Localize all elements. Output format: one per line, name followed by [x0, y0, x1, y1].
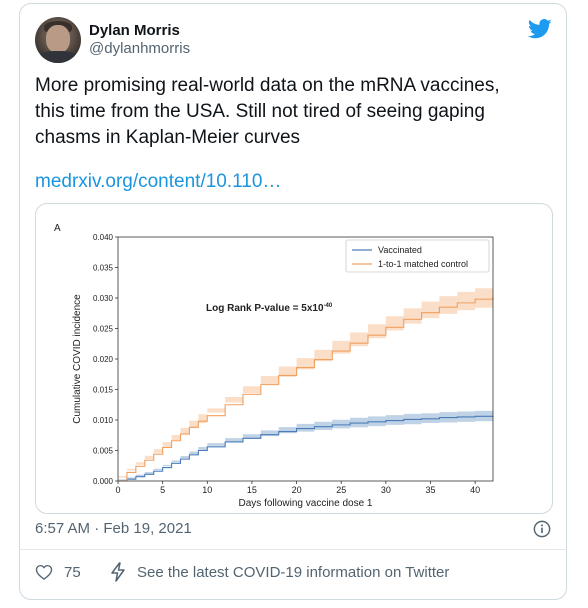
x-tick-label: 40	[470, 485, 480, 495]
x-tick-label: 5	[160, 485, 165, 495]
y-tick-label: 0.025	[93, 325, 114, 334]
y-axis-label: Cumulative COVID incidence	[72, 294, 83, 424]
x-axis-label: Days following vaccine dose 1	[239, 498, 373, 509]
kaplan-meier-chart: 0 5 10 15 20 25 30 35 40 0.000 0.005 0.010 0.015 0.02…	[54, 223, 494, 509]
info-circle-icon[interactable]	[533, 520, 551, 538]
x-tick-label: 30	[381, 485, 391, 495]
y-tick-label: 0.035	[93, 264, 114, 273]
y-tick-label: 0.015	[93, 386, 114, 395]
y-tick-label: 0.030	[93, 294, 114, 303]
chart-media[interactable]: 0 5 10 15 20 25 30 35 40 0.000 0.005 0.010 0.015 0.02…	[35, 203, 553, 514]
panel-label: A	[54, 223, 61, 234]
tweet-timestamp[interactable]: 6:57 AM · Feb 19, 2021	[35, 520, 192, 537]
twitter-bird-icon[interactable]	[528, 18, 552, 40]
covid-info-link[interactable]: See the latest COVID-19 information on T…	[137, 564, 450, 581]
avatar[interactable]	[35, 17, 81, 63]
y-tick-label: 0.020	[93, 355, 114, 364]
tweet-text: More promising real-world data on the mR…	[35, 73, 550, 151]
avatar-body	[37, 51, 79, 63]
divider	[19, 549, 567, 550]
x-tick-label: 10	[202, 485, 212, 495]
legend-box	[345, 239, 490, 273]
tweet-text-line: this time from the USA. Still not tired …	[35, 101, 485, 122]
user-handle[interactable]: @dylanhmorris	[89, 40, 191, 57]
x-tick-label: 20	[292, 485, 302, 495]
like-count[interactable]: 75	[64, 564, 81, 581]
y-tick-label: 0.000	[93, 477, 114, 486]
x-tick-label: 0	[115, 485, 120, 495]
confidence-band-0	[118, 410, 493, 481]
y-tick-label: 0.040	[93, 233, 114, 242]
tweet-text-line: More promising real-world data on the mR…	[35, 75, 500, 96]
series-line-0	[118, 415, 494, 482]
legend-label: Vaccinated	[378, 245, 422, 255]
y-tick-label: 0.005	[93, 447, 114, 456]
x-tick-label: 25	[336, 485, 346, 495]
pvalue-annotation: Log Rank P-value = 5x10-40	[206, 303, 333, 314]
avatar-face	[46, 25, 70, 53]
pvalue-exponent: -40	[324, 303, 333, 309]
user-name[interactable]: Dylan Morris	[89, 22, 180, 39]
legend-label: 1-to-1 matched control	[378, 259, 468, 269]
article-link[interactable]: medrxiv.org/content/10.110…	[35, 171, 282, 192]
series-line-1	[118, 296, 494, 482]
x-tick-label: 35	[425, 485, 435, 495]
x-tick-label: 15	[247, 485, 257, 495]
heart-icon[interactable]	[35, 563, 53, 581]
y-tick-label: 0.010	[93, 416, 114, 425]
lightning-bolt-icon	[111, 562, 125, 582]
tweet-text-line: chasms in Kaplan-Meier curves	[35, 127, 301, 148]
confidence-band-1	[118, 285, 493, 481]
